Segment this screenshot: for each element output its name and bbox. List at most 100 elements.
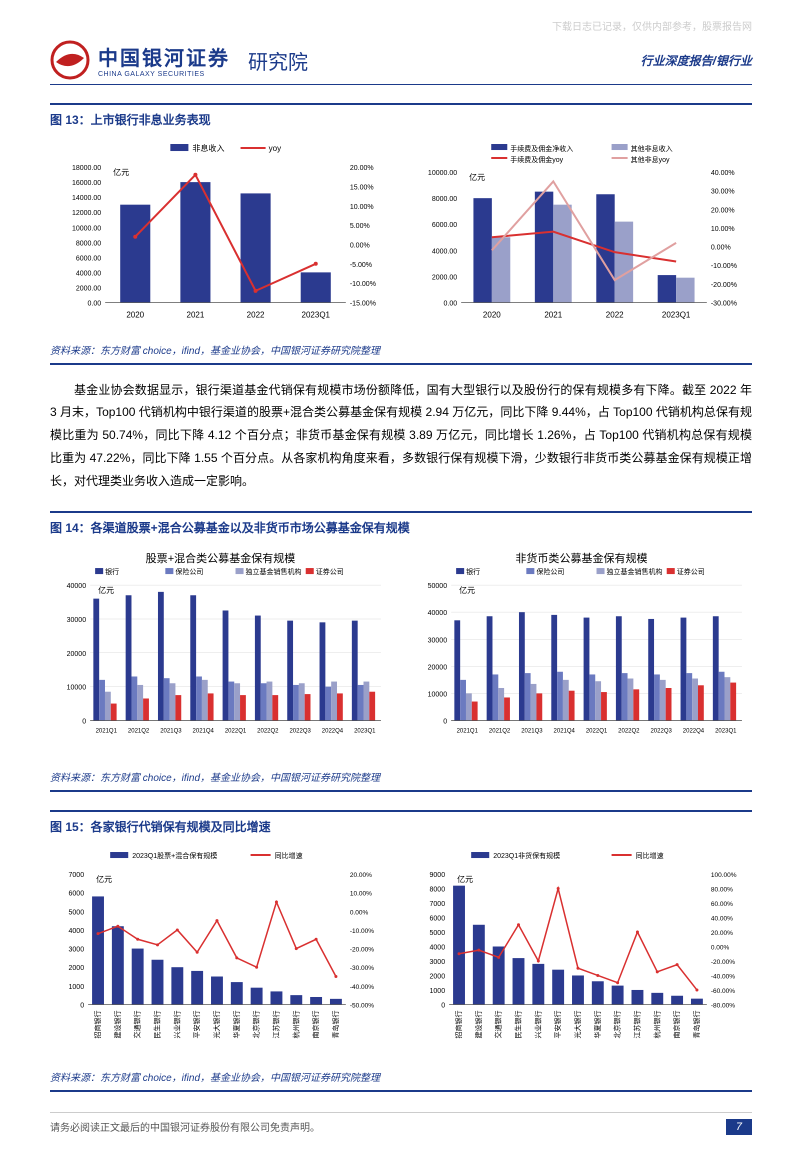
svg-text:1000: 1000 — [430, 988, 446, 995]
svg-text:3000: 3000 — [430, 959, 446, 966]
svg-text:0.00%: 0.00% — [350, 909, 369, 916]
svg-text:-60.00%: -60.00% — [711, 988, 735, 995]
svg-text:亿元: 亿元 — [98, 585, 114, 595]
logo: 中国银河证券 CHINA GALAXY SECURITIES 研究院 — [50, 40, 308, 80]
svg-text:0: 0 — [443, 718, 447, 725]
svg-text:华夏银行: 华夏银行 — [232, 1011, 241, 1039]
svg-text:-20.00%: -20.00% — [711, 959, 735, 966]
svg-text:非货币类公募基金保有规模: 非货币类公募基金保有规模 — [515, 551, 647, 565]
svg-text:2020: 2020 — [126, 311, 144, 320]
logo-cn: 中国银河证券 — [98, 42, 230, 71]
svg-text:光大银行: 光大银行 — [573, 1011, 582, 1039]
svg-text:10000: 10000 — [67, 684, 87, 691]
svg-text:青岛银行: 青岛银行 — [331, 1011, 340, 1039]
svg-text:6000: 6000 — [69, 891, 85, 898]
svg-text:2022Q4: 2022Q4 — [683, 728, 705, 734]
svg-text:10.00%: 10.00% — [711, 226, 735, 233]
svg-text:光大银行: 光大银行 — [212, 1011, 221, 1039]
svg-text:-15.00%: -15.00% — [350, 300, 376, 307]
fig13-title: 图 13：上市银行非息业务表现 — [50, 103, 752, 132]
svg-text:10000: 10000 — [428, 691, 448, 698]
fig14-charts: 股票+混合类公募基金保有规模银行保险公司独立基金销售机构证券公司01000020… — [50, 540, 752, 766]
svg-text:20.00%: 20.00% — [350, 165, 374, 172]
svg-text:8000.00: 8000.00 — [76, 240, 101, 247]
svg-text:独立基金销售机构: 独立基金销售机构 — [607, 567, 663, 576]
svg-text:南京银行: 南京银行 — [672, 1011, 681, 1039]
institute-label: 研究院 — [248, 46, 308, 75]
svg-text:2021Q2: 2021Q2 — [128, 728, 150, 734]
svg-text:2021Q4: 2021Q4 — [193, 728, 215, 734]
svg-text:2022: 2022 — [606, 311, 624, 320]
svg-text:2021Q3: 2021Q3 — [521, 728, 543, 734]
svg-text:证券公司: 证券公司 — [677, 567, 705, 576]
svg-text:交通银行: 交通银行 — [133, 1011, 142, 1039]
svg-text:亿元: 亿元 — [457, 874, 473, 884]
fig15-source: 资料来源：东方财富 choice，ifind，基金业协会，中国银河证券研究院整理 — [50, 1065, 752, 1092]
svg-text:平安银行: 平安银行 — [192, 1011, 201, 1039]
svg-text:40000: 40000 — [67, 583, 87, 590]
svg-text:2021: 2021 — [544, 311, 562, 320]
svg-text:江苏银行: 江苏银行 — [632, 1011, 641, 1039]
svg-text:非息收入: 非息收入 — [192, 143, 224, 153]
svg-text:30000: 30000 — [428, 637, 448, 644]
svg-text:2022Q1: 2022Q1 — [225, 728, 247, 734]
svg-text:20000: 20000 — [428, 664, 448, 671]
svg-text:7000: 7000 — [69, 872, 85, 879]
fig13-right-chart: 手续费及佣金净收入其他非息收入手续费及佣金yoy其他非息yoy0.002000.… — [411, 142, 752, 323]
svg-text:2023Q1股票+混合保有规模: 2023Q1股票+混合保有规模 — [132, 851, 217, 860]
svg-text:亿元: 亿元 — [459, 585, 475, 595]
fig13-left-chart: 非息收入yoy0.002000.004000.006000.008000.001… — [50, 142, 391, 323]
svg-text:15.00%: 15.00% — [350, 184, 374, 191]
svg-text:10000.00: 10000.00 — [72, 225, 101, 232]
svg-text:10.00%: 10.00% — [350, 891, 372, 898]
page-footer: 请务必阅读正文最后的中国银河证券股份有限公司免责声明。 7 — [50, 1112, 752, 1135]
svg-text:2021Q4: 2021Q4 — [554, 728, 576, 734]
svg-text:12000.00: 12000.00 — [72, 210, 101, 217]
svg-text:4000: 4000 — [430, 945, 446, 952]
svg-text:2020: 2020 — [483, 311, 501, 320]
svg-text:1000: 1000 — [69, 984, 85, 991]
svg-text:银行: 银行 — [466, 567, 480, 576]
svg-text:0: 0 — [441, 1003, 445, 1010]
svg-text:2022Q3: 2022Q3 — [650, 728, 672, 734]
svg-text:2022: 2022 — [247, 311, 265, 320]
svg-text:16000.00: 16000.00 — [72, 180, 101, 187]
page-header: 中国银河证券 CHINA GALAXY SECURITIES 研究院 行业深度报… — [50, 40, 752, 85]
svg-text:2000.00: 2000.00 — [432, 274, 457, 281]
svg-text:8000.00: 8000.00 — [432, 196, 457, 203]
svg-text:招商银行: 招商银行 — [93, 1011, 102, 1039]
fig14-title: 图 14：各渠道股票+混合公募基金以及非货币市场公募基金保有规模 — [50, 511, 752, 540]
svg-text:-80.00%: -80.00% — [711, 1003, 735, 1010]
svg-text:2022Q2: 2022Q2 — [257, 728, 279, 734]
disclaimer: 请务必阅读正文最后的中国银河证券股份有限公司免责声明。 — [50, 1119, 320, 1134]
watermark: 下载日志已记录，仅供内部参考，股票报告网 — [552, 18, 752, 33]
svg-text:兴业银行: 兴业银行 — [533, 1011, 542, 1039]
svg-text:2021Q3: 2021Q3 — [160, 728, 182, 734]
svg-text:亿元: 亿元 — [469, 172, 485, 182]
fig14-source: 资料来源：东方财富 choice，ifind，基金业协会，中国银河证券研究院整理 — [50, 765, 752, 792]
fig15-title: 图 15：各家银行代销保有规模及同比增速 — [50, 810, 752, 839]
svg-text:银行: 银行 — [105, 567, 119, 576]
svg-text:2022Q1: 2022Q1 — [586, 728, 608, 734]
svg-text:同比增速: 同比增速 — [636, 851, 664, 860]
svg-text:7000: 7000 — [430, 901, 446, 908]
svg-text:20.00%: 20.00% — [350, 872, 372, 879]
svg-text:0.00: 0.00 — [88, 300, 102, 307]
svg-text:其他非息yoy: 其他非息yoy — [631, 155, 670, 164]
svg-text:平安银行: 平安银行 — [553, 1011, 562, 1039]
svg-text:9000: 9000 — [430, 872, 446, 879]
svg-text:建设银行: 建设银行 — [113, 1011, 122, 1039]
svg-text:40.00%: 40.00% — [711, 170, 735, 177]
svg-text:14000.00: 14000.00 — [72, 195, 101, 202]
svg-text:20.00%: 20.00% — [711, 930, 733, 937]
svg-text:手续费及佣金净收入: 手续费及佣金净收入 — [510, 144, 573, 153]
svg-text:杭州银行: 杭州银行 — [652, 1011, 661, 1039]
svg-text:亿元: 亿元 — [113, 167, 129, 177]
svg-text:2000.00: 2000.00 — [76, 285, 101, 292]
fig13-charts: 非息收入yoy0.002000.004000.006000.008000.001… — [50, 132, 752, 338]
svg-text:股票+混合类公募基金保有规模: 股票+混合类公募基金保有规模 — [146, 551, 296, 565]
svg-text:华夏银行: 华夏银行 — [593, 1011, 602, 1039]
svg-text:-50.00%: -50.00% — [350, 1003, 374, 1010]
svg-text:6000.00: 6000.00 — [432, 222, 457, 229]
svg-text:北京银行: 北京银行 — [252, 1011, 261, 1039]
